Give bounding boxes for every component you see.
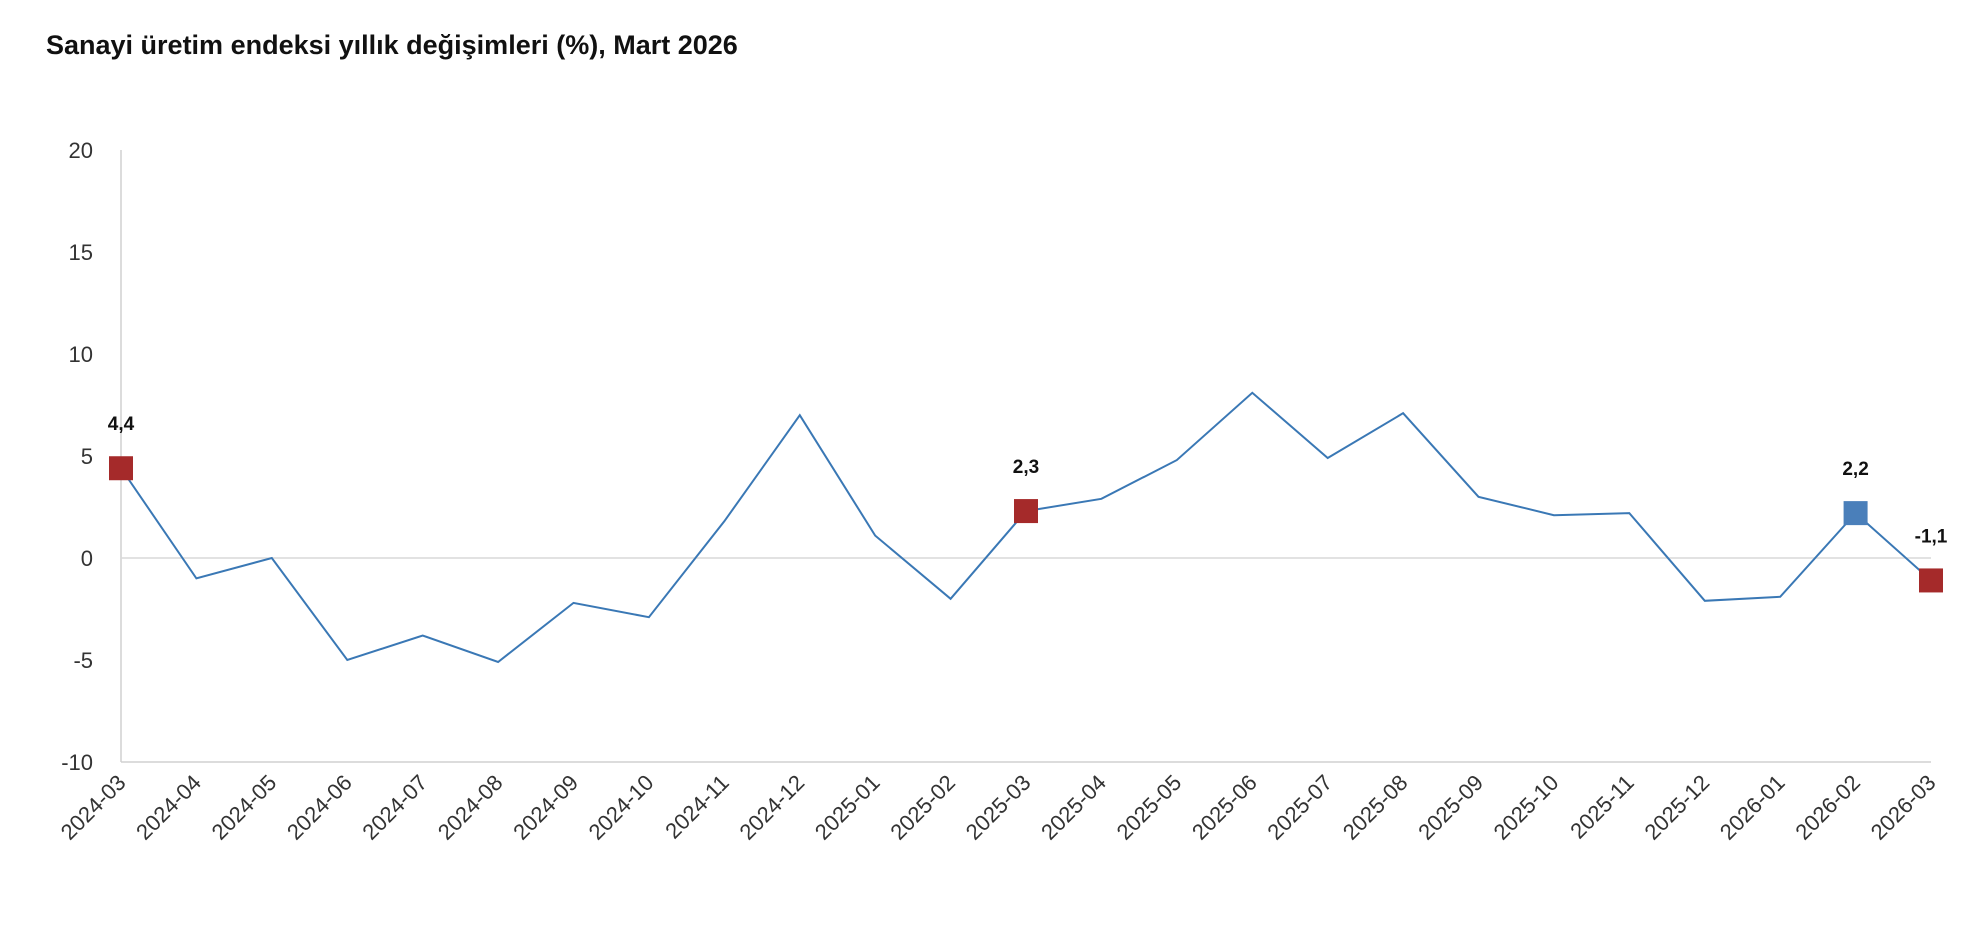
x-tick-label: 2024-11 bbox=[660, 770, 734, 844]
x-tick-label: 2025-11 bbox=[1565, 770, 1639, 844]
highlight-markers: 4,4 2,3 2,2 -1,1 bbox=[108, 414, 1948, 593]
x-tick-label: 2024-08 bbox=[433, 770, 508, 845]
data-label: 2,3 bbox=[1013, 457, 1039, 478]
x-tick-label: 2025-10 bbox=[1489, 770, 1564, 845]
y-tick-label: 10 bbox=[69, 342, 93, 367]
series-line bbox=[120, 391, 1932, 664]
y-axis: 20 15 10 5 0 -5 -10 bbox=[61, 138, 1931, 775]
x-tick-label: 2026-01 bbox=[1715, 770, 1790, 845]
highlight-marker bbox=[1014, 499, 1038, 524]
x-tick-label: 2025-06 bbox=[1187, 770, 1262, 845]
x-tick-label: 2026-03 bbox=[1866, 770, 1941, 845]
x-tick-label: 2024-03 bbox=[56, 770, 131, 845]
y-tick-label: 0 bbox=[81, 546, 93, 571]
x-tick-label: 2025-09 bbox=[1413, 770, 1488, 845]
data-label: 4,4 bbox=[108, 414, 135, 435]
y-tick-label: 20 bbox=[69, 138, 93, 163]
x-tick-label: 2025-02 bbox=[885, 770, 960, 845]
x-tick-label: 2024-04 bbox=[131, 770, 206, 845]
series-line-group bbox=[120, 391, 1932, 664]
y-tick-label: 15 bbox=[69, 240, 93, 265]
x-tick-label: 2025-04 bbox=[1036, 770, 1111, 845]
y-tick-label: 5 bbox=[81, 444, 93, 469]
x-tick-label: 2024-12 bbox=[735, 770, 810, 845]
x-tick-label: 2025-01 bbox=[810, 770, 885, 845]
data-label: 2,2 bbox=[1842, 459, 1868, 480]
highlight-marker bbox=[1919, 568, 1943, 593]
x-tick-label: 2024-09 bbox=[508, 770, 583, 845]
y-tick-label: -5 bbox=[73, 648, 93, 673]
x-tick-label: 2025-07 bbox=[1262, 770, 1337, 845]
data-label: -1,1 bbox=[1915, 526, 1948, 547]
x-tick-label: 2026-02 bbox=[1790, 770, 1865, 845]
highlight-marker bbox=[109, 456, 133, 481]
x-tick-label: 2024-10 bbox=[584, 770, 659, 845]
x-tick-label: 2025-08 bbox=[1338, 770, 1413, 845]
x-axis: 2024-03 2024-04 2024-05 2024-06 2024-07 2024-… bbox=[56, 761, 1941, 845]
x-tick-label: 2024-07 bbox=[357, 770, 432, 845]
x-tick-label: 2024-06 bbox=[282, 770, 357, 845]
chart-title: Sanayi üretim endeksi yıllık değişimleri… bbox=[46, 30, 738, 60]
highlight-marker bbox=[1843, 501, 1868, 526]
y-tick-label: -10 bbox=[61, 750, 93, 775]
x-tick-label: 2024-05 bbox=[207, 770, 282, 845]
x-tick-label: 2025-12 bbox=[1640, 770, 1715, 845]
x-tick-label: 2025-05 bbox=[1112, 770, 1187, 845]
x-tick-label: 2025-03 bbox=[961, 770, 1036, 845]
